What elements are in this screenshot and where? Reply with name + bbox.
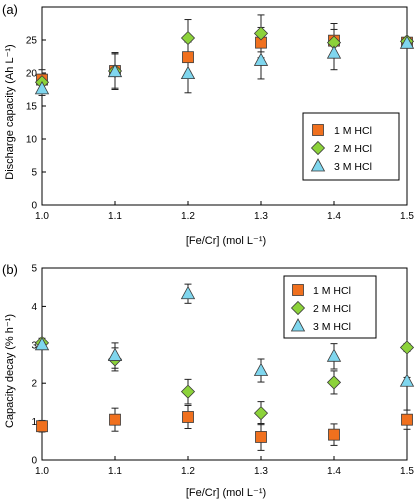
y-tick-label: 5: [31, 264, 37, 275]
data-point-3-m-hcl: [253, 362, 269, 376]
legend-markers-a: [310, 124, 326, 172]
data-point-1-m-hcl: [182, 411, 194, 423]
data-point-1-m-hcl: [182, 51, 194, 64]
panel-label-a: (a): [2, 2, 18, 17]
plot-frame-b: [41, 267, 408, 461]
x-tick-label: 1.1: [108, 466, 122, 477]
y-tick-label: 20: [26, 69, 38, 80]
y-tick-label: 3: [31, 340, 37, 351]
data-point-1-m-hcl: [255, 431, 267, 443]
y-tick-label: 0: [31, 201, 37, 212]
x-axis-label-b: [Fe/Cr] (mol L⁻¹): [186, 487, 266, 499]
y-tick-label: 25: [26, 36, 38, 47]
x-tick-label: 1.1: [108, 211, 122, 222]
legend-label-3m-b: 3 M HCl: [313, 321, 351, 333]
x-axis-label-a: [Fe/Cr] (mol L⁻¹): [186, 235, 266, 247]
y-tick-label: 2: [31, 379, 37, 390]
data-point-3-m-hcl: [399, 373, 415, 387]
data-point-3-m-hcl: [180, 285, 196, 300]
data-point-2-m-hcl: [253, 26, 269, 41]
data-point-2-m-hcl: [253, 406, 269, 421]
panel-a: (a) Discharge capacity (Ah L⁻¹) [Fe/Cr] …: [2, 2, 414, 247]
y-tick-label: 0: [31, 456, 37, 467]
legend-marker-1-m-hcl: [312, 124, 324, 136]
data-point-2-m-hcl: [180, 30, 196, 46]
tick-labels-a: 1.0 1.1 1.2 1.3 1.4 1.5 0 5 10 15 20 25: [26, 36, 415, 223]
y-tick-label: 10: [26, 135, 38, 146]
legend-label-3m-a: 3 M HCl: [334, 161, 372, 173]
tick-labels-b: 1.0 1.1 1.2 1.3 1.4 1.5 0 1 2 3 4 5: [31, 264, 414, 478]
y-tick-label: 1: [31, 417, 37, 428]
data-marks-b: [34, 283, 415, 451]
data-point-2-m-hcl: [180, 384, 196, 399]
data-point-3-m-hcl: [180, 65, 196, 80]
y-tick-label: 15: [26, 102, 38, 113]
data-point-1-m-hcl: [109, 413, 121, 426]
data-marks-a: [34, 14, 415, 96]
legend-marker-3-m-hcl: [290, 318, 306, 332]
legend-label-1m-b: 1 M HCl: [313, 285, 351, 297]
legend-marker-3-m-hcl: [310, 158, 326, 172]
x-tick-label: 1.3: [254, 211, 268, 222]
legend-marker-2-m-hcl: [290, 300, 306, 316]
x-tick-label: 1.3: [254, 466, 268, 477]
data-point-2-m-hcl: [399, 340, 415, 355]
panel-label-b: (b): [2, 262, 18, 277]
legend-label-2m-b: 2 M HCl: [313, 303, 351, 315]
data-point-1-m-hcl: [328, 428, 340, 441]
x-tick-label: 1.5: [400, 466, 414, 477]
x-tick-label: 1.4: [327, 466, 341, 477]
x-tick-label: 1.0: [35, 466, 49, 477]
axes-a: [41, 6, 408, 206]
legend-label-2m-a: 2 M HCl: [334, 143, 372, 155]
x-tick-label: 1.0: [35, 211, 49, 222]
data-point-3-m-hcl: [253, 52, 269, 66]
data-point-3-m-hcl: [34, 81, 50, 95]
data-point-1-m-hcl: [36, 420, 48, 433]
y-tick-label: 5: [31, 168, 37, 179]
legend-marker-2-m-hcl: [310, 140, 326, 156]
data-point-2-m-hcl: [326, 375, 342, 390]
legend-marker-1-m-hcl: [292, 284, 304, 296]
legend-b: 1 M HCl 2 M HCl 3 M HCl: [283, 275, 377, 339]
data-point-3-m-hcl: [326, 45, 342, 59]
x-tick-label: 1.5: [400, 211, 414, 222]
data-point-3-m-hcl: [326, 348, 342, 362]
data-point-3-m-hcl: [399, 35, 415, 49]
y-axis-label-b: Capacity decay (% h⁻¹): [4, 314, 16, 428]
data-point-1-m-hcl: [401, 413, 413, 426]
x-tick-label: 1.2: [181, 211, 195, 222]
legend-markers-b: [290, 284, 306, 332]
legend-a: 1 M HCl 2 M HCl 3 M HCl: [302, 112, 400, 181]
data-point-3-m-hcl: [34, 336, 50, 351]
y-axis-label-a: Discharge capacity (Ah L⁻¹): [4, 44, 16, 179]
data-point-3-m-hcl: [107, 347, 123, 361]
panel-b: (b) Capacity decay (% h⁻¹) [Fe/Cr] (mol …: [2, 262, 414, 499]
x-tick-label: 1.4: [327, 211, 341, 222]
x-tick-label: 1.2: [181, 466, 195, 477]
y-tick-label: 4: [31, 302, 37, 313]
legend-label-1m-a: 1 M HCl: [334, 125, 372, 137]
data-point-3-m-hcl: [107, 63, 123, 78]
